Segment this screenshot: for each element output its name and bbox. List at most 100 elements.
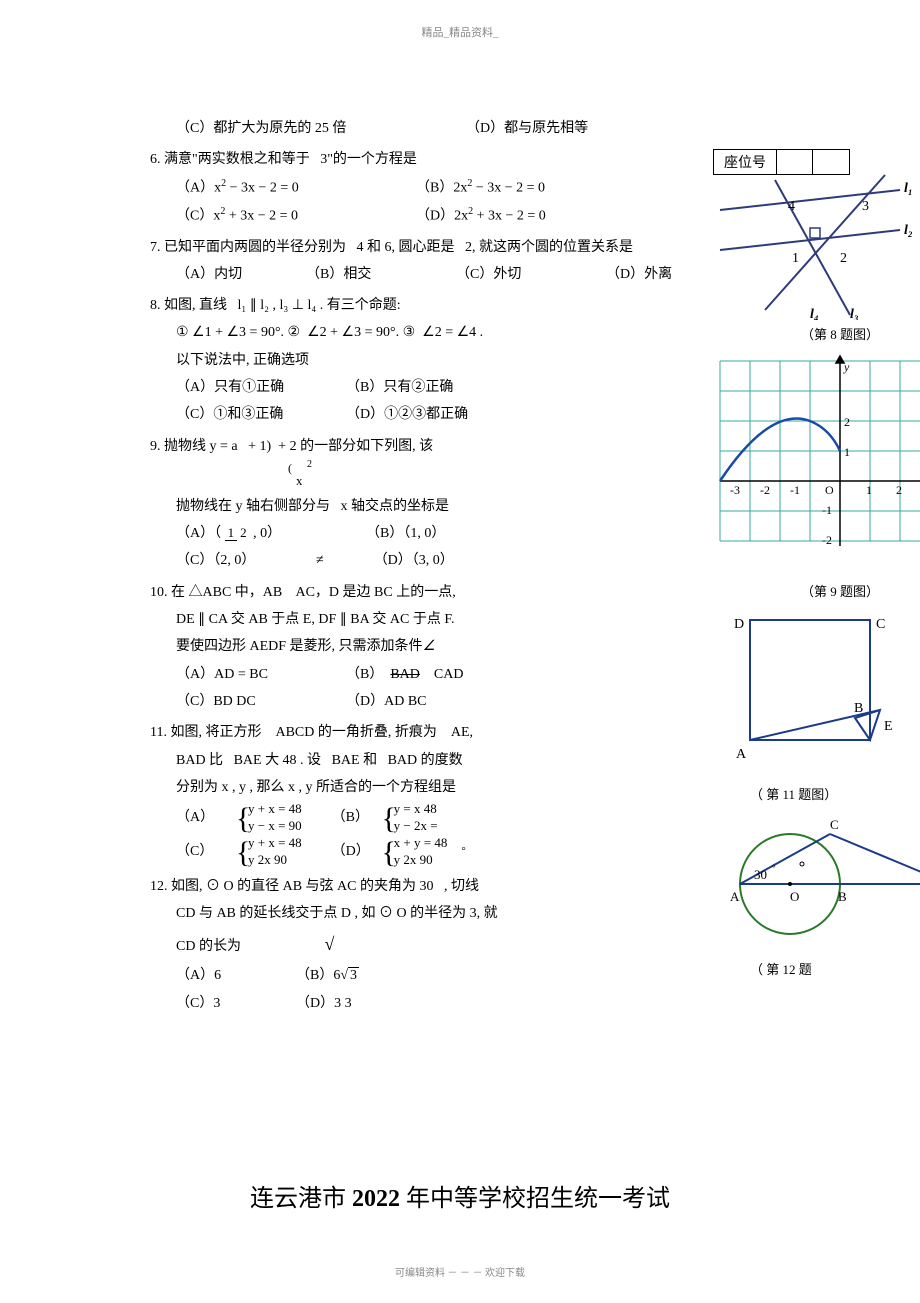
q11-l2a: BAD 比: [176, 753, 223, 768]
q8-p2: ∠2 + ∠3 = 90°. ③: [307, 325, 415, 340]
q5-c: （C）都扩大为原先的: [176, 121, 311, 136]
fig8-l3: l₃: [850, 307, 859, 320]
q11-c1: y + x = 48: [248, 835, 302, 852]
q11-stem2: ABCD 的一角折叠, 折痕为: [275, 725, 436, 740]
svg-text:y: y: [843, 360, 850, 374]
q11-b1: y = x 48: [394, 801, 438, 818]
fig8-l2: l₂: [904, 223, 913, 238]
q7-c: （C）外切: [456, 261, 606, 288]
fig11-caption: （ 第 11 题图）: [710, 784, 920, 803]
q11-d2: y 2x 90: [394, 852, 448, 869]
q11-stem: 11. 如图, 将正方形: [150, 725, 261, 740]
q10-b-mid: BAD: [390, 667, 420, 682]
svg-text:O: O: [825, 483, 834, 497]
q6-d-eq: + 3x − 2 = 0: [473, 208, 546, 223]
q11-d1: x + y = 48: [394, 835, 448, 852]
q7-r2: 2, 就这两个圆的位置关系是: [465, 240, 633, 255]
q8-d: （D）①②③都正确: [346, 401, 468, 428]
q11-l2d: BAD 的度数: [388, 753, 463, 768]
svg-text:2: 2: [896, 483, 902, 497]
q12-d: （D）3 3: [296, 990, 352, 1017]
figure-12: A B C D O 30 ° （ 第 12 题: [710, 809, 920, 978]
q8-stem: 8. 如图, 直线: [150, 298, 227, 313]
fig11-C: C: [876, 617, 885, 632]
fig8-lbl-2: 2: [840, 251, 847, 266]
q11-a2: y − x = 90: [248, 818, 302, 835]
q11-d: （D）: [332, 838, 382, 865]
q12-c: （C）3: [176, 990, 296, 1017]
q7-stem: 7. 已知平面内两圆的半径分别为: [150, 240, 346, 255]
q7-b: （B）相交: [306, 261, 456, 288]
title-pre: 连云港市: [250, 1186, 346, 1212]
q6-stem: 6. 满意"两实数根之和等于: [150, 152, 310, 167]
q6-a-eq: − 3x − 2 = 0: [226, 180, 299, 195]
q8-b: （B）只有②正确: [346, 374, 453, 401]
q6-c-eq: + 3x − 2 = 0: [225, 208, 298, 223]
q7-a: （A）内切: [176, 261, 306, 288]
fig12-caption: （ 第 12 题: [710, 959, 920, 978]
q8-a: （A）只有①正确: [176, 374, 346, 401]
page-footer: 可编辑资料 － － － 欢迎下载: [0, 1264, 920, 1279]
q9-mid: + 1): [248, 439, 271, 454]
fig8-lbl-1: 1: [792, 251, 799, 266]
svg-text:-1: -1: [822, 503, 832, 517]
q12-stem2: , 切线: [444, 879, 479, 894]
q10-stem: 10. 在 △ABC 中，AB: [150, 585, 282, 600]
fig8-lbl-3: 3: [862, 199, 869, 214]
svg-text:2: 2: [844, 415, 850, 429]
q6-b-eq: − 3x − 2 = 0: [472, 180, 545, 195]
q9-two: 2: [307, 459, 312, 470]
q10-l3: 要使四边形 AEDF 是菱形, 只需添加条件: [176, 639, 423, 654]
fig12-A: A: [730, 889, 740, 904]
figure-8: 4 3 1 2 l₁ l₂ l₃ l₄ （第 8 题图）: [710, 170, 920, 343]
svg-text:-2: -2: [822, 533, 832, 547]
q9-d: （D）（3, 0）: [374, 547, 454, 574]
q9-l2b: x 轴交点的坐标是: [341, 499, 450, 514]
q9-b: （B）（1, 0）: [366, 520, 445, 547]
fig12-B: B: [838, 889, 847, 904]
q8-lex: l₁ ∥ l₂ , l₃ ⊥ l₄ . 有三个命题:: [238, 298, 401, 313]
q11-stem3: AE,: [451, 725, 473, 740]
q12-b-rad: 3: [348, 967, 359, 983]
q9-a-pre: （A）（: [176, 526, 221, 541]
q10-a: （A）AD = BC: [176, 661, 346, 688]
fig8-caption: （第 8 题图）: [710, 324, 920, 343]
q11-a: （A）: [176, 804, 236, 831]
q11-b2: y − 2x =: [394, 818, 438, 835]
q7-d: （D）外离: [606, 261, 672, 288]
q11-a1: y + x = 48: [248, 801, 302, 818]
q11-c2: y 2x 90: [248, 852, 302, 869]
q12-stem: 12. 如图, ⊙ O 的直径 AB 与弦 AC 的夹角为 30: [150, 879, 434, 894]
q5-c-val: 25 倍: [315, 121, 347, 136]
svg-text:1: 1: [866, 483, 872, 497]
q10-b-pre: （B）: [346, 667, 383, 682]
q9-neq: ≠: [316, 547, 324, 574]
fig8-l4: l₄: [810, 307, 819, 320]
q11-c: （C）: [176, 838, 236, 865]
q10-d: （D）AD BC: [346, 688, 427, 715]
q5-d: （D）都与原先相等: [466, 115, 588, 142]
q9-end: + 2 的一部分如下列图, 该: [278, 439, 433, 454]
fig11-E: E: [884, 719, 893, 734]
q5: （C）都扩大为原先的 25 倍 （D）都与原先相等: [150, 115, 810, 142]
q8-p3: ∠2 = ∠4 .: [422, 325, 483, 340]
q11-deg: °: [461, 841, 465, 862]
figure-9: -3 -2 -1 O 1 2 3 x y 1 2 -1 -2 （第 9 题图）: [710, 351, 920, 600]
title-post: 年中等学校招生统一考试: [406, 1186, 670, 1212]
q6-d: （D）2x: [416, 208, 468, 223]
q9-a-den: 2: [237, 525, 250, 540]
q9-a-num: 1: [225, 525, 238, 541]
q9-br: (: [288, 461, 292, 475]
q9-stem: 9. 抛物线 y = a: [150, 439, 238, 454]
q9-l2: 抛物线在 y 轴右侧部分与: [176, 499, 330, 514]
q7-r1: 4 和 6, 圆心距是: [357, 240, 455, 255]
q12-b: （B）6: [296, 968, 340, 983]
q11-l2c: BAE 和: [332, 753, 378, 768]
fig11-A: A: [736, 747, 747, 762]
fig8-lbl-4: 4: [788, 199, 795, 214]
svg-text:-1: -1: [790, 483, 800, 497]
svg-text:-2: -2: [760, 483, 770, 497]
page-header: 精品_精品资料_: [0, 0, 920, 40]
q6-stem2: 3"的一个方程是: [320, 152, 417, 167]
q12-a: （A）6: [176, 962, 296, 989]
